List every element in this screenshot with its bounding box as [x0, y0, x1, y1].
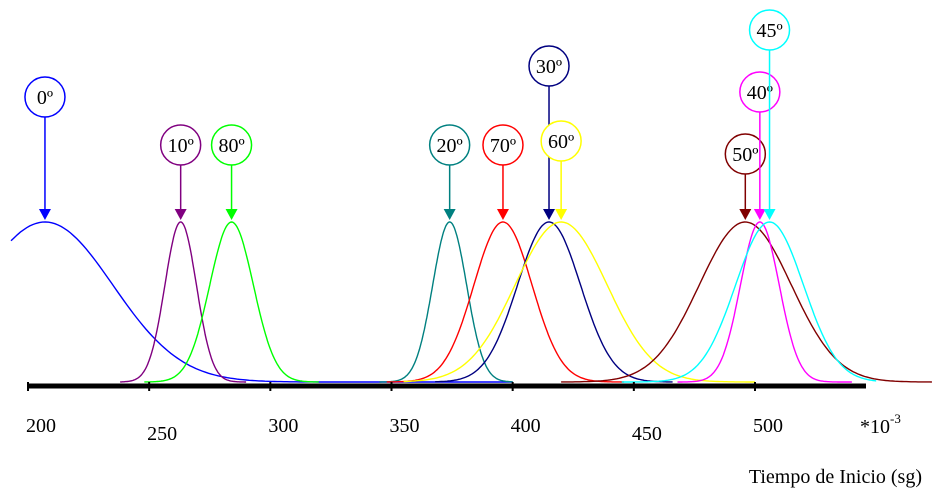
series-curve	[621, 221, 877, 383]
peak-label-circle	[428, 124, 471, 166]
series-curve	[386, 221, 625, 383]
peak-label-circle	[24, 76, 66, 118]
x-tick-label: 450	[632, 423, 662, 445]
x-tick-label: 200	[26, 415, 56, 437]
series-curve	[677, 221, 852, 383]
peak-label: 10º	[168, 135, 194, 157]
series-curve	[379, 221, 513, 383]
label-arrowhead	[763, 209, 776, 220]
label-arrowhead	[739, 209, 752, 220]
series-curve	[561, 221, 932, 383]
peak-label-circle	[724, 133, 767, 175]
peak-label: 30º	[536, 56, 562, 78]
curves-layer	[10, 221, 932, 383]
label-arrowhead	[753, 209, 766, 220]
series-curve	[120, 221, 247, 383]
peak-label: 20º	[437, 135, 463, 157]
series-curve	[144, 221, 319, 383]
label-arrowhead	[174, 209, 187, 220]
x-axis-title: Tiempo de Inicio (sg)	[749, 466, 922, 488]
label-arrowhead	[555, 209, 568, 220]
x-tick-label: 250	[147, 423, 177, 445]
peak-label-circle	[540, 120, 582, 162]
peak-label-circle	[210, 124, 253, 166]
peak-label-circle	[159, 124, 202, 166]
x-scale-exponent: -3	[890, 411, 901, 426]
x-scale-note: *10-3	[860, 411, 901, 438]
series-curve	[10, 221, 513, 383]
peak-label: 80º	[218, 135, 244, 157]
peak-label: 45º	[756, 20, 782, 42]
x-ticks: 200 250 300 350 400 450 500	[26, 382, 783, 445]
peak-label-circle	[528, 45, 570, 87]
peak-label-circle	[482, 124, 524, 166]
series-curve	[403, 221, 755, 383]
peak-labels: 0º 10º 80º 20º 70º 30º 60º 50º 40º 45º	[24, 9, 791, 220]
peak-label: 70º	[490, 135, 516, 157]
x-tick-label: 350	[390, 415, 420, 437]
label-arrowhead	[543, 209, 556, 220]
label-arrowhead	[496, 209, 509, 220]
x-tick-label: 500	[753, 415, 783, 437]
x-tick-label: 400	[511, 415, 541, 437]
peak-label: 50º	[732, 144, 758, 166]
x-tick-label: 300	[268, 415, 298, 437]
x-scale-base: *10	[860, 416, 890, 438]
label-arrowhead	[443, 209, 456, 220]
peak-label-circle	[748, 9, 791, 51]
label-arrowhead	[225, 209, 238, 220]
peak-label: 40º	[747, 82, 773, 104]
peak-label: 0º	[37, 87, 53, 109]
label-arrowhead	[38, 209, 51, 220]
peak-label: 60º	[548, 131, 574, 153]
